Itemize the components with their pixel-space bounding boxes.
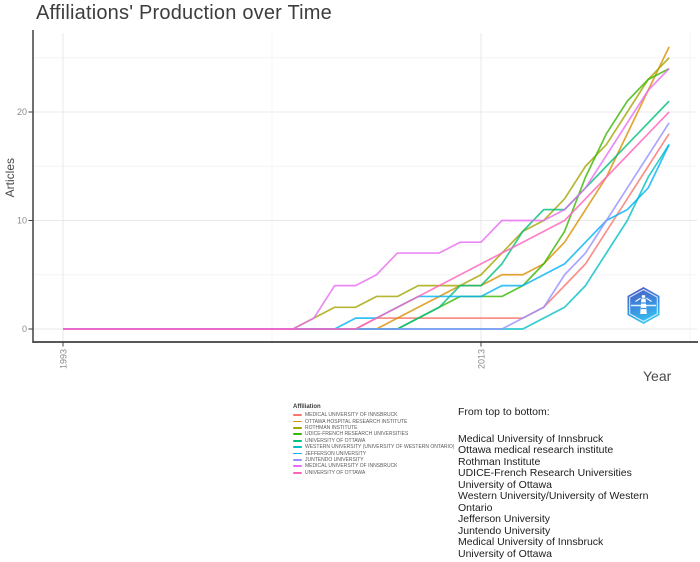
series-line-0 [63, 133, 670, 330]
annotation-line: Western University/University of Western… [458, 490, 649, 514]
legend-item-4: UNIVERSITY OF OTTAWA [293, 438, 454, 444]
legend-swatch-icon [293, 452, 302, 455]
legend-swatch-icon [293, 459, 302, 461]
legend-label: JUNTENDO UNIVERSITY [305, 456, 364, 463]
y-tick-label: 0 [22, 324, 27, 334]
legend-label: ROTHMAN INSTITUTE [305, 424, 358, 431]
legend: Affiliation MEDICAL UNIVERSITY OF INNSBR… [293, 404, 454, 476]
series-line-8 [63, 68, 670, 330]
series-line-1 [63, 46, 670, 330]
legend-label: UDICE-FRENCH RESEARCH UNIVERSITIES [305, 431, 409, 438]
annotation-title: From top to bottom: [458, 406, 550, 418]
annotation-line: University of Ottawa [458, 547, 552, 560]
series-line-2 [63, 57, 670, 330]
legend-swatch-icon [293, 446, 302, 449]
legend-label: MEDICAL UNIVERSITY OF INNSBRUCK [305, 463, 398, 470]
chart-title: Affiliations' Production over Time [36, 2, 332, 24]
legend-label: OTTAWA HOSPITAL RESEARCH INSTITUTE [305, 418, 408, 425]
annotation-line: UDICE-French Research Universities [458, 467, 632, 479]
annotation-block: From top to bottom: Medical University o… [458, 406, 663, 561]
annotation-line: Jefferson University [458, 513, 551, 525]
legend-swatch-icon [293, 471, 302, 474]
legend-item-6: JEFFERSON UNIVERSITY [293, 450, 454, 457]
legend-swatch-icon [293, 433, 302, 436]
series-line-4 [63, 100, 670, 330]
legend-item-2: ROTHMAN INSTITUTE [293, 425, 454, 431]
legend-item-9: UNIVERSITY OF OTTAWA [293, 470, 454, 476]
series-line-7 [63, 122, 670, 330]
legend-label: WESTERN UNIVERSITY (UNIVERSITY OF WESTER… [305, 444, 455, 451]
legend-swatch-icon [293, 414, 302, 417]
annotation-lines: Medical University of Innsbruck Ottawa me… [458, 432, 663, 561]
x-tick-label: 2013 [477, 349, 487, 369]
annotation-line: Ottawa medical research institute [458, 444, 614, 456]
annotation-line: Juntendo University [458, 524, 551, 537]
legend-item-1: OTTAWA HOSPITAL RESEARCH INSTITUTE [293, 418, 454, 425]
series-line-3 [63, 67, 670, 330]
legend-item-0: MEDICAL UNIVERSITY OF INNSBRUCK [293, 412, 454, 418]
y-tick-label: 10 [17, 216, 27, 226]
annotation-line: University of Ottawa [458, 478, 552, 491]
legend-swatch-icon [293, 439, 302, 442]
legend-item-7: JUNTENDO UNIVERSITY [293, 457, 454, 463]
legend-label: UNIVERSITY OF OTTAWA [305, 469, 366, 476]
legend-items: MEDICAL UNIVERSITY OF INNSBRUCK OTTAWA HO… [293, 412, 454, 476]
annotation-line: Rothman Institute [458, 455, 541, 468]
x-tick-label: 1993 [59, 349, 69, 369]
y-tick-label: 20 [17, 107, 27, 117]
legend-label: UNIVERSITY OF OTTAWA [305, 437, 366, 444]
legend-item-8: MEDICAL UNIVERSITY OF INNSBRUCK [293, 463, 454, 469]
legend-item-3: UDICE-FRENCH RESEARCH UNIVERSITIES [293, 431, 454, 437]
annotation-line: Medical University of Innsbruck [458, 536, 604, 548]
legend-label: JEFFERSON UNIVERSITY [305, 450, 367, 457]
annotation-line: Medical University of Innsbruck [458, 432, 604, 445]
legend-swatch-icon [293, 427, 302, 429]
line-chart-canvas: 0 10 20 1993 2013 [17, 30, 698, 369]
legend-swatch-icon [293, 420, 302, 423]
legend-item-5: WESTERN UNIVERSITY (UNIVERSITY OF WESTER… [293, 444, 454, 450]
series-line-9 [63, 111, 670, 330]
legend-label: MEDICAL UNIVERSITY OF INNSBRUCK [305, 412, 398, 419]
legend-title: Affiliation [293, 404, 321, 410]
legend-swatch-icon [293, 465, 302, 468]
x-axis-label: Year [643, 368, 672, 384]
hexagon-lighthouse-badge-icon [627, 287, 660, 324]
